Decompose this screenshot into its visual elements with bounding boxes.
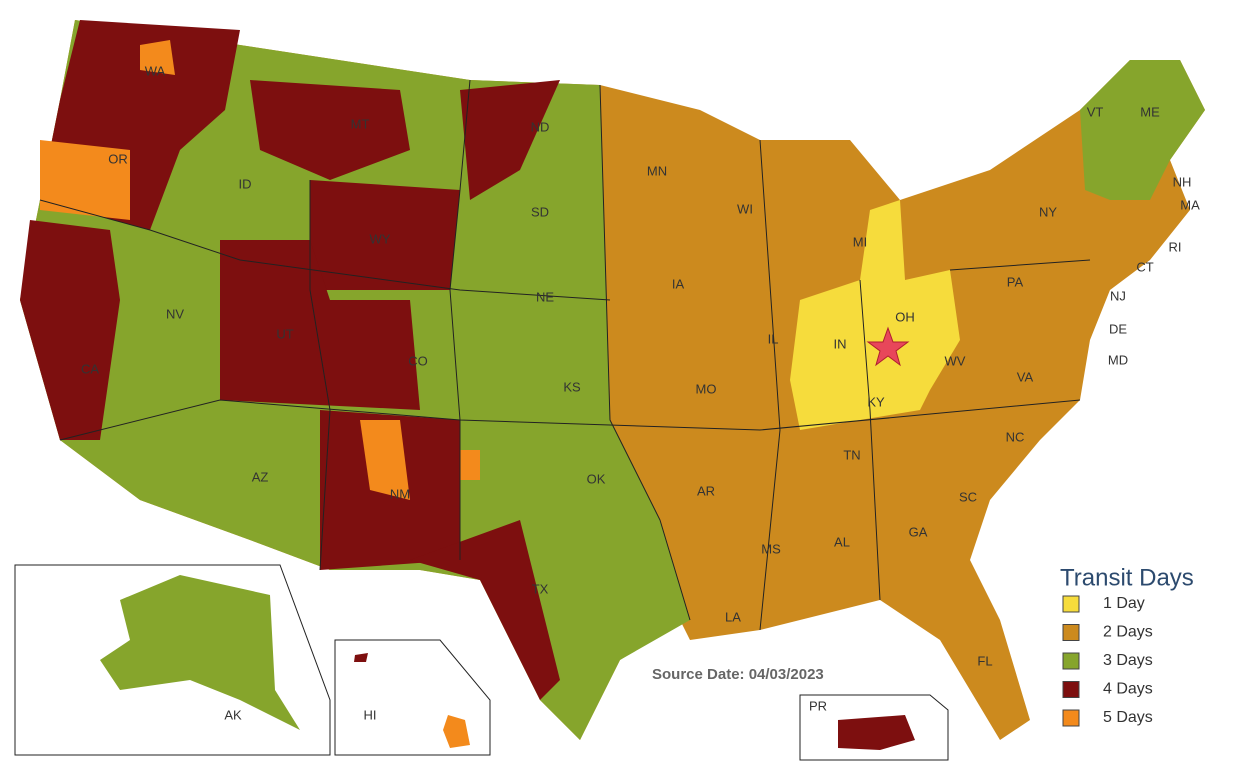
state-label: MA (1180, 197, 1200, 212)
legend-swatch (1062, 681, 1080, 698)
state-label: NY (1039, 204, 1057, 219)
state-label: IN (834, 336, 847, 351)
region (250, 80, 410, 180)
state-label: OH (895, 309, 915, 324)
region (1080, 60, 1205, 200)
state-borders (39, 79, 1091, 631)
state-label: TN (843, 447, 860, 462)
state-label: NH (1173, 174, 1192, 189)
map-regions (20, 20, 1205, 740)
legend-label: 1 Day (1103, 595, 1145, 612)
state-label: MD (1108, 352, 1128, 367)
state-label: UT (276, 326, 293, 341)
state-label: HI (364, 707, 377, 722)
region (460, 450, 480, 480)
source-date: Source Date: 04/03/2023 (652, 666, 824, 683)
state-label: CO (408, 353, 428, 368)
region (220, 240, 420, 410)
state-label: GA (909, 524, 928, 539)
state-label: CA (81, 361, 99, 376)
state-label: MT (351, 116, 370, 131)
state-label: NM (390, 486, 410, 501)
state-label: ME (1140, 104, 1160, 119)
legend-label: 4 Days (1103, 681, 1153, 698)
region (790, 200, 960, 430)
legend-swatch (1062, 624, 1080, 641)
region (310, 180, 460, 290)
state-label: PA (1007, 274, 1024, 289)
region (460, 80, 560, 200)
legend-title: Transit Days (1060, 564, 1194, 591)
state-label: DE (1109, 321, 1127, 336)
state-label: FL (977, 653, 992, 668)
region (443, 715, 470, 748)
region (838, 715, 915, 750)
state-label: PR (809, 698, 827, 713)
state-label: KY (867, 394, 885, 409)
state-label: MI (853, 234, 867, 249)
state-label: AZ (252, 469, 269, 484)
state-label: WI (737, 201, 753, 216)
insets (14, 564, 949, 761)
state-label: CT (1136, 259, 1153, 274)
state-label: ND (531, 119, 550, 134)
legend-swatch (1062, 595, 1080, 613)
state-label: SC (959, 489, 977, 504)
state-label: NJ (1110, 288, 1126, 303)
state-label: AR (697, 483, 715, 498)
state-label: AK (224, 707, 242, 722)
state-label: KS (563, 379, 581, 394)
state-label: NV (166, 306, 184, 321)
state-label: MO (696, 381, 717, 396)
region (140, 40, 175, 75)
state-label: MN (647, 163, 667, 178)
region (40, 140, 130, 220)
legend-label: 5 Days (1103, 709, 1153, 726)
state-label: WV (945, 353, 966, 368)
state-label: TX (532, 581, 549, 596)
state-label: OK (587, 471, 606, 486)
inset-frame (334, 639, 491, 756)
inset-frame (799, 694, 949, 761)
inset-frame (14, 564, 331, 756)
state-label: ID (239, 176, 252, 191)
region (410, 520, 560, 700)
state-label: NC (1006, 429, 1025, 444)
legend: 1 Day 2 Days 3 Days 4 Days 5 Days (1062, 595, 1153, 727)
state-label: VA (1017, 369, 1034, 384)
state-label: NE (536, 289, 554, 304)
state-label: IL (768, 331, 779, 346)
state-label: WA (145, 63, 166, 78)
legend-swatch (1062, 652, 1080, 670)
legend-swatch (1062, 709, 1080, 727)
state-label: VT (1087, 104, 1104, 119)
state-label: MS (761, 541, 781, 556)
legend-label: 3 Days (1103, 652, 1153, 669)
origin-star (866, 326, 910, 367)
legend-label: 2 Days (1103, 624, 1153, 641)
state-label: SD (531, 204, 549, 219)
state-label: AL (834, 534, 850, 549)
region (354, 653, 368, 662)
state-label: LA (725, 609, 741, 624)
state-label: OR (108, 151, 128, 166)
state-label: WY (370, 231, 391, 246)
region (20, 220, 120, 440)
state-labels: WA OR CA NV ID MT WY UT AZ CO NM ND SD NE KS OK TX MN IA MO… (81, 63, 1200, 722)
state-label: RI (1169, 239, 1182, 254)
region (360, 420, 410, 500)
state-label: IA (672, 276, 685, 291)
region (100, 575, 300, 730)
